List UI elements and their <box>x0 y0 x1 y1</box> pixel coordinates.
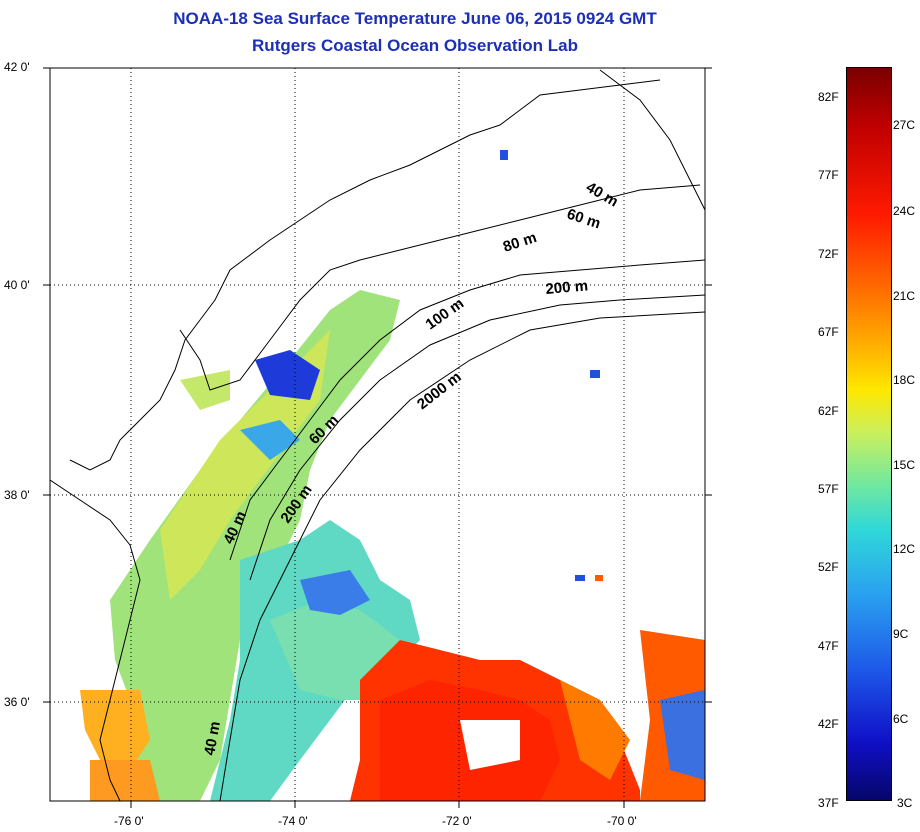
coastline <box>50 69 705 801</box>
lat-label-36: 36 0' <box>4 695 30 709</box>
cbar-c-15: 15C <box>893 458 916 472</box>
cbar-c-21: 21C <box>893 289 916 303</box>
axis-ticks <box>43 67 712 808</box>
lon-label-76: -76 0' <box>114 814 144 828</box>
cbar-f-72: 72F <box>818 247 839 261</box>
lon-label-72: -72 0' <box>442 814 472 828</box>
isobath-label-80: 80 m <box>501 229 539 256</box>
cbar-f-57: 57F <box>818 482 839 496</box>
isobath-label-40-far-south: 40 m <box>201 720 224 757</box>
cbar-f-77: 77F <box>818 168 839 182</box>
cbar-c-3: 3C <box>897 796 913 810</box>
isobath-label-60: 60 m <box>565 206 603 233</box>
isobath-label-2000: 2000 m <box>414 368 465 413</box>
map-frame <box>49 67 706 802</box>
lat-label-38: 38 0' <box>4 488 30 502</box>
title-line-1: NOAA-18 Sea Surface Temperature June 06,… <box>173 9 657 28</box>
cbar-f-52: 52F <box>818 560 839 574</box>
sst-data-layer <box>80 150 705 801</box>
cbar-f-62: 62F <box>818 404 839 418</box>
isobath-label-100: 100 m <box>423 295 468 333</box>
title-line-2: Rutgers Coastal Ocean Observation Lab <box>252 36 578 55</box>
cbar-c-12: 12C <box>893 542 916 556</box>
cbar-f-42: 42F <box>818 717 839 731</box>
cbar-f-82: 82F <box>818 90 839 104</box>
cbar-c-24: 24C <box>893 204 916 218</box>
cbar-f-67: 67F <box>818 325 839 339</box>
cbar-c-27: 27C <box>893 118 916 132</box>
cbar-f-47: 47F <box>818 639 839 653</box>
cbar-f-37: 37F <box>818 796 839 810</box>
isobath-label-200: 200 m <box>545 277 589 298</box>
temperature-colorbar <box>846 67 892 801</box>
cbar-c-9: 9C <box>893 627 909 641</box>
lat-label-42: 42 0' <box>4 60 30 74</box>
cbar-c-18: 18C <box>893 373 916 387</box>
lat-label-40: 40 0' <box>4 278 30 292</box>
lon-label-70: -70 0' <box>607 814 637 828</box>
cbar-c-6: 6C <box>893 712 909 726</box>
lon-label-74: -74 0' <box>278 814 308 828</box>
isobath-label-40: 40 m <box>583 179 621 211</box>
